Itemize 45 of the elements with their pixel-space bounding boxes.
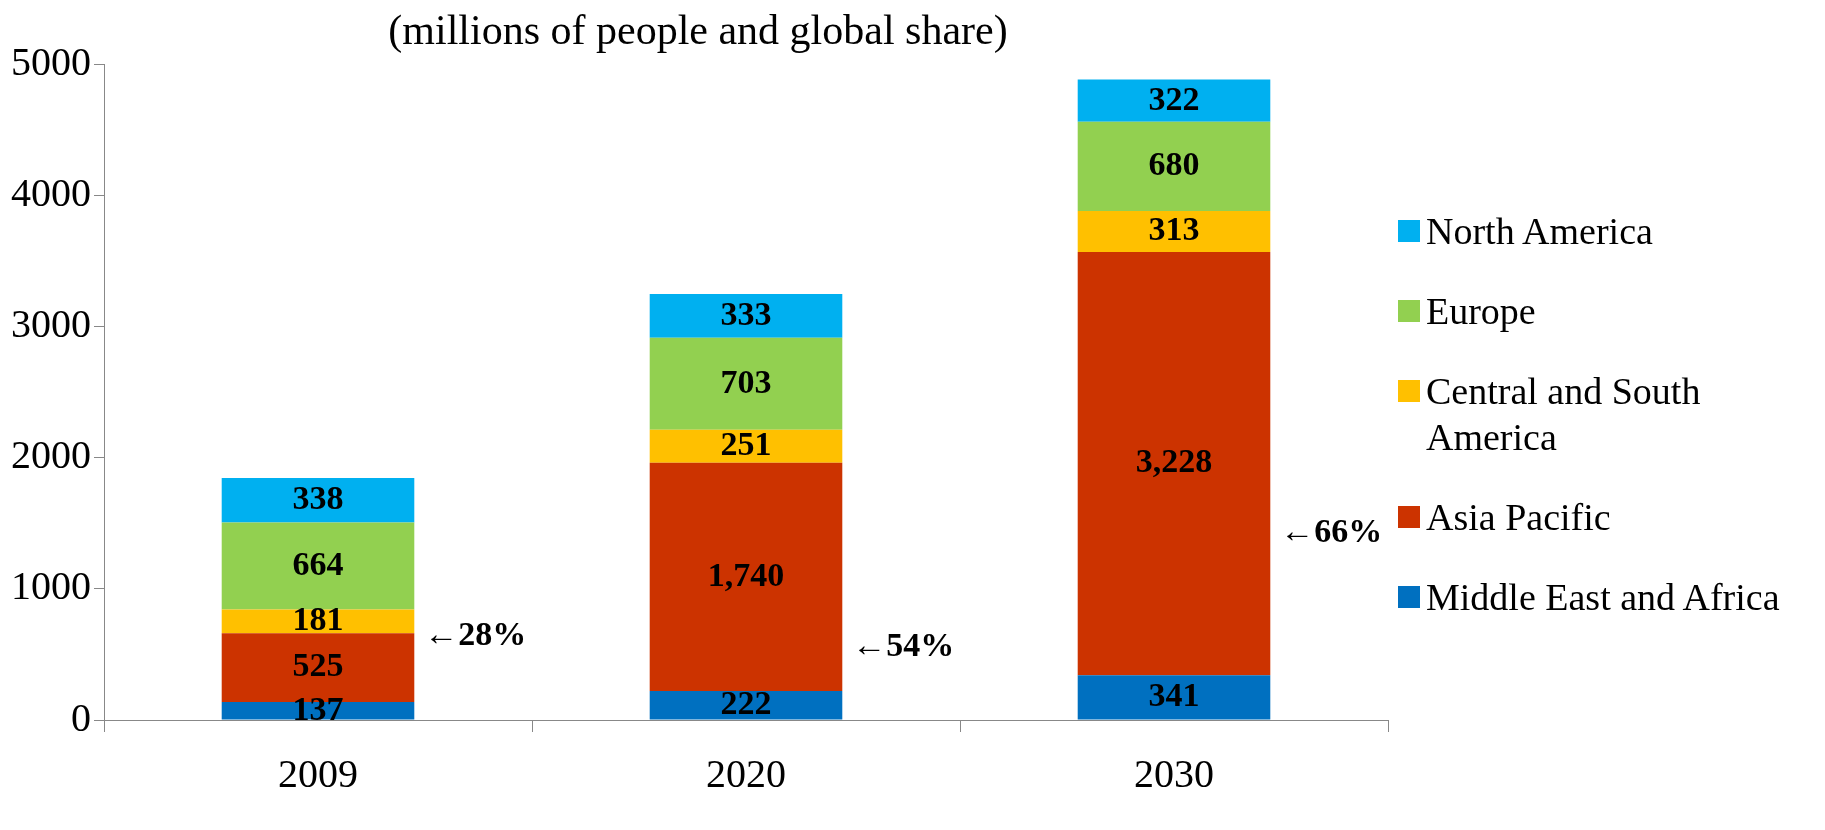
chart-title: (millions of people and global share) [388, 7, 1008, 55]
data-label: 333 [720, 294, 772, 332]
legend-label: Central and South America [1426, 369, 1702, 460]
data-label: 313 [1148, 210, 1200, 248]
data-label: 664 [292, 544, 344, 582]
bar [1077, 79, 1271, 122]
y-tick-label: 2000 [11, 432, 91, 478]
data-label: 525 [292, 646, 344, 684]
data-label: 3,228 [1135, 442, 1213, 480]
data-label: 222 [720, 683, 772, 721]
x-tick-label: 2009 [278, 750, 358, 796]
data-label: 181 [292, 600, 344, 638]
y-tick-label: 5000 [11, 38, 91, 84]
bar [649, 337, 843, 430]
bar [1077, 252, 1271, 676]
bar [221, 478, 415, 523]
y-tick-label: 1000 [11, 563, 91, 609]
data-label: 338 [292, 479, 344, 517]
legend-label: North America [1426, 209, 1653, 254]
bar [221, 609, 415, 634]
bar [649, 293, 843, 338]
data-label: 251 [720, 425, 772, 463]
bar [649, 690, 843, 720]
bar [1077, 121, 1271, 211]
y-tick-label: 4000 [11, 170, 91, 216]
y-tick-label: 3000 [11, 301, 91, 347]
data-label: 341 [1148, 676, 1200, 714]
bar [1077, 210, 1271, 253]
annotation: ←66% [1280, 512, 1383, 550]
legend-label: Middle East and Africa [1426, 575, 1780, 620]
legend-label: Asia Pacific [1426, 495, 1611, 540]
data-label: 1,740 [707, 555, 785, 593]
bar [221, 522, 415, 610]
legend-label: Europe [1426, 289, 1536, 334]
x-tick-label: 2020 [706, 750, 786, 796]
bar [1077, 675, 1271, 720]
annotation: ←54% [852, 625, 955, 663]
x-tick-label: 2030 [1134, 750, 1214, 796]
data-label: 322 [1148, 79, 1200, 117]
data-label: 703 [720, 362, 772, 400]
bar [649, 429, 843, 463]
data-label: 680 [1148, 145, 1200, 183]
annotation: ←28% [424, 614, 527, 652]
y-tick-label: 0 [71, 694, 91, 740]
bar [649, 462, 843, 691]
